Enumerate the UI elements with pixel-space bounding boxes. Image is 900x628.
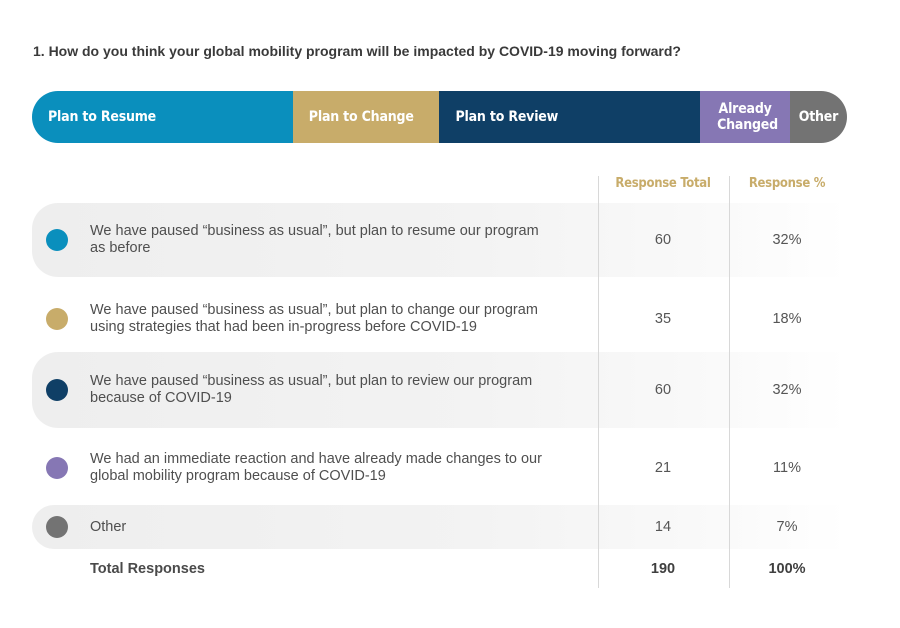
row-text: We had an immediate reaction and have al… bbox=[90, 451, 542, 484]
row-percent: 18% bbox=[772, 311, 802, 327]
stacked-bar: Plan to Resume Plan to Change Plan to Re… bbox=[32, 91, 847, 143]
table-row: We have paused “business as usual”, but … bbox=[32, 203, 847, 277]
row-total: 60 bbox=[654, 232, 672, 248]
row-text: We have paused “business as usual”, but … bbox=[90, 223, 539, 256]
question-title: 1. How do you think your global mobility… bbox=[33, 43, 681, 59]
legend-dot-review bbox=[46, 379, 68, 401]
row-total: 14 bbox=[654, 519, 672, 535]
segment-other: Other bbox=[789, 91, 847, 143]
segment-label-plan-to-review: Plan to Review bbox=[455, 109, 559, 125]
legend-dot-resume bbox=[46, 229, 68, 251]
row-text: We have paused “business as usual”, but … bbox=[90, 302, 538, 335]
row-text: We have paused “business as usual”, but … bbox=[90, 373, 533, 406]
row-text: Other bbox=[90, 518, 127, 535]
legend-dot-change bbox=[46, 308, 68, 330]
segment-label-plan-to-change: Plan to Change bbox=[308, 109, 414, 125]
legend-dot-already-changed bbox=[46, 457, 68, 479]
segment-already-changed: Already Changed bbox=[700, 91, 790, 143]
table-row: We have paused “business as usual”, but … bbox=[32, 282, 847, 356]
total-responses-label: Total Responses bbox=[90, 561, 205, 577]
total-responses-count: 190 bbox=[650, 561, 676, 577]
legend-dot-other bbox=[46, 516, 68, 538]
table-row: Other 14 7% bbox=[32, 505, 847, 549]
column-divider bbox=[598, 176, 599, 588]
table-row: We have paused “business as usual”, but … bbox=[32, 352, 847, 428]
segment-plan-to-review: Plan to Review bbox=[439, 91, 701, 143]
row-percent: 7% bbox=[776, 519, 798, 535]
table-row: We had an immediate reaction and have al… bbox=[32, 432, 847, 504]
row-percent: 11% bbox=[773, 460, 801, 476]
column-header-response-total: Response Total bbox=[615, 176, 711, 191]
total-responses-percent: 100% bbox=[768, 561, 806, 577]
segment-plan-to-resume: Plan to Resume bbox=[32, 91, 293, 143]
row-total: 60 bbox=[654, 382, 672, 398]
column-divider bbox=[729, 176, 730, 588]
row-total: 21 bbox=[654, 460, 672, 476]
row-percent: 32% bbox=[772, 232, 802, 248]
row-percent: 32% bbox=[772, 382, 802, 398]
column-header-response-percent: Response % bbox=[748, 176, 826, 191]
row-total: 35 bbox=[654, 311, 672, 327]
segment-label-plan-to-resume: Plan to Resume bbox=[48, 109, 157, 125]
segment-label-already-changed: Already Changed bbox=[717, 101, 778, 133]
segment-plan-to-change: Plan to Change bbox=[292, 91, 440, 143]
segment-label-other: Other bbox=[798, 109, 839, 125]
